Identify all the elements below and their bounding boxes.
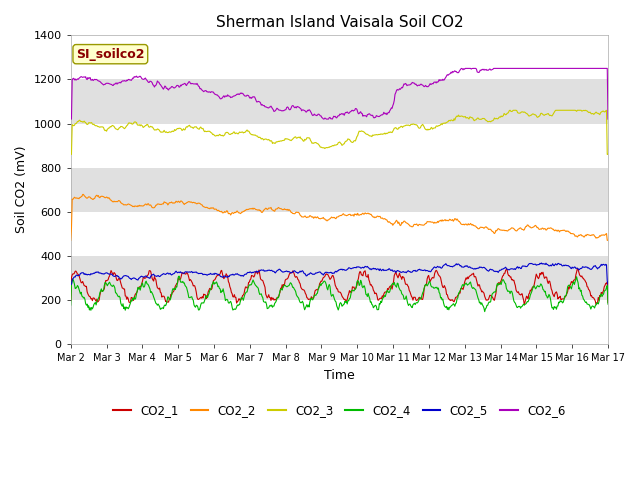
Text: SI_soilco2: SI_soilco2 <box>76 48 145 60</box>
Bar <box>70 256 608 300</box>
Bar <box>70 168 608 212</box>
Title: Sherman Island Vaisala Soil CO2: Sherman Island Vaisala Soil CO2 <box>216 15 463 30</box>
Bar <box>70 79 608 123</box>
X-axis label: Time: Time <box>324 369 355 382</box>
Legend: CO2_1, CO2_2, CO2_3, CO2_4, CO2_5, CO2_6: CO2_1, CO2_2, CO2_3, CO2_4, CO2_5, CO2_6 <box>109 399 570 421</box>
Y-axis label: Soil CO2 (mV): Soil CO2 (mV) <box>15 146 28 233</box>
